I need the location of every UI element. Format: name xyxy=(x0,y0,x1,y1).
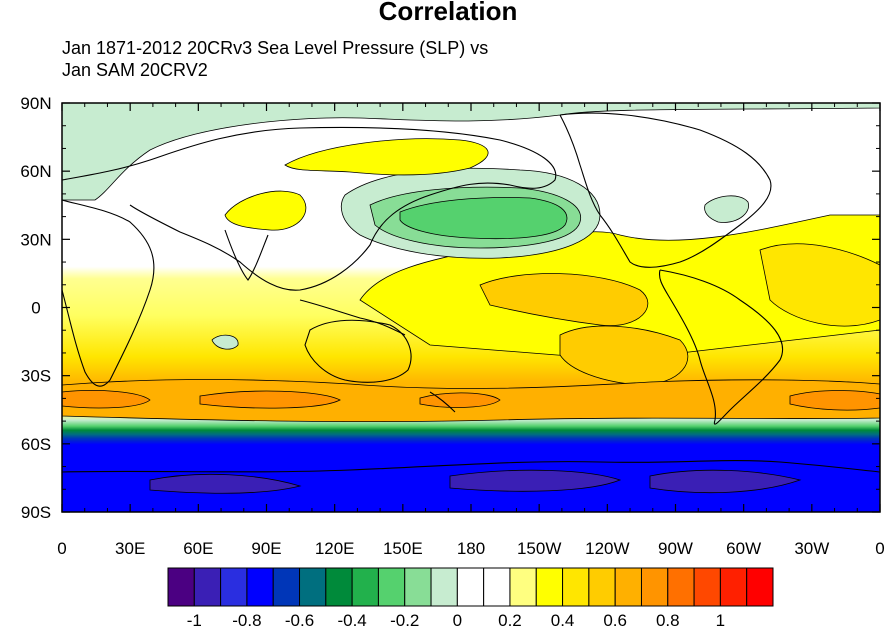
colorbar-swatch xyxy=(299,567,327,607)
north-atlantic-negative xyxy=(704,195,749,223)
lon-tick-label: 120E xyxy=(315,539,355,558)
colorbar-swatch xyxy=(167,567,195,607)
lat-tick-label: 30S xyxy=(21,367,51,386)
lon-tick-label: 90E xyxy=(251,539,281,558)
southern-darkorange-b xyxy=(199,390,341,409)
lon-tick-label: 60W xyxy=(726,539,761,558)
middle-east-positive xyxy=(224,190,307,231)
coast-eurasia xyxy=(62,126,557,291)
chart-title: Correlation xyxy=(378,0,518,26)
coast-india xyxy=(224,229,269,281)
lon-tick-label: 0 xyxy=(875,539,884,558)
lat-tick-label: 60N xyxy=(20,162,51,181)
colorbar-swatch xyxy=(614,567,642,607)
colorbar-swatch xyxy=(693,567,721,607)
map-field xyxy=(62,103,880,512)
lat-tick-label: 60S xyxy=(21,435,51,454)
colorbar-swatch xyxy=(535,567,564,607)
atlantic-positive xyxy=(759,243,880,327)
colorbar-swatch xyxy=(325,567,353,607)
lon-tick-label: 30E xyxy=(115,539,145,558)
indian-ocean-negative xyxy=(211,334,239,350)
colorbar-swatch xyxy=(220,567,248,607)
lon-tick-label: 60E xyxy=(183,539,213,558)
lat-tick-label: 30N xyxy=(20,230,51,249)
colorbar-swatch xyxy=(430,567,458,607)
coastlines xyxy=(62,112,880,473)
north-asia-positive xyxy=(284,138,489,176)
lat-tick-label: 0 xyxy=(31,299,40,318)
lon-tick-label: 120W xyxy=(585,539,629,558)
colorbar-swatch xyxy=(588,567,616,607)
colorbar-tick-label: -0.4 xyxy=(337,611,366,630)
lat-tick-label: 90N xyxy=(20,94,51,113)
colorbar-tick-label: -1 xyxy=(187,611,202,630)
colorbar-swatch xyxy=(272,567,301,607)
axis-tick-labels: 90N 60N 30N 0 30S 60S 90S 0 30E 60E 90E 120E 150E 180… xyxy=(20,94,884,558)
colorbar-swatch xyxy=(719,567,748,607)
colorbar-tick-label: 0.8 xyxy=(656,611,680,630)
colorbar-swatch xyxy=(246,567,274,607)
antarctic-deep-negative-c xyxy=(649,469,802,494)
colorbar-swatch xyxy=(509,567,537,607)
colorbar-tick-label: 0 xyxy=(453,611,462,630)
coast-new-zealand xyxy=(429,391,456,413)
southern-darkorange-a xyxy=(62,390,151,409)
lon-tick-label: 180 xyxy=(457,539,485,558)
pacific-orange-south xyxy=(559,325,689,386)
coast-indonesia xyxy=(299,299,406,336)
coast-antarctica xyxy=(62,460,880,473)
coast-africa xyxy=(62,199,155,387)
pacific-orange-core xyxy=(479,273,649,327)
coast-australia xyxy=(304,319,412,383)
colorbar-swatch xyxy=(193,567,222,607)
colorbar-swatch xyxy=(456,567,485,607)
colorbar-tick-label: -0.6 xyxy=(285,611,314,630)
antarctic-deep-negative-b xyxy=(449,469,622,492)
southern-darkorange-c xyxy=(419,392,501,408)
north-pacific-negative-core xyxy=(399,197,568,240)
coast-south-america xyxy=(658,269,784,425)
subtitle-line-1: Jan 1871-2012 20CRv3 Sea Level Pressure … xyxy=(62,38,489,58)
southern-darkorange-d xyxy=(789,390,880,411)
colorbar-swatch xyxy=(746,567,774,607)
colorbar-tick-label: 1 xyxy=(716,611,725,630)
lon-tick-label: 150W xyxy=(517,539,561,558)
colorbar-swatch xyxy=(640,567,669,607)
colorbar-swatch xyxy=(483,567,511,607)
coast-north-america xyxy=(559,112,772,268)
colorbar-swatch xyxy=(377,567,406,607)
axis-ticks xyxy=(61,102,881,513)
colorbar-labels: -1 -0.8 -0.6 -0.4 -0.2 0 0.2 0.4 0.6 0.8 1 xyxy=(187,611,725,630)
colorbar xyxy=(167,567,774,607)
lon-tick-label: 0 xyxy=(57,539,66,558)
colorbar-swatch xyxy=(351,567,379,607)
lon-tick-label: 150E xyxy=(383,539,423,558)
lon-tick-label: 30W xyxy=(794,539,829,558)
colorbar-swatch xyxy=(562,567,590,607)
colorbar-tick-label: 0.4 xyxy=(551,611,575,630)
colorbar-tick-label: -0.2 xyxy=(390,611,419,630)
colorbar-tick-label: -0.8 xyxy=(232,611,261,630)
subtitle-line-2: Jan SAM 20CRV2 xyxy=(62,60,208,80)
arctic-negative xyxy=(62,103,880,201)
colorbar-swatch xyxy=(404,567,432,607)
colorbar-swatch xyxy=(667,567,695,607)
colorbar-tick-label: 0.2 xyxy=(498,611,522,630)
lat-tick-label: 90S xyxy=(21,503,51,522)
colorbar-tick-label: 0.6 xyxy=(603,611,627,630)
antarctic-deep-negative-a xyxy=(149,473,302,494)
lon-tick-label: 90W xyxy=(658,539,693,558)
